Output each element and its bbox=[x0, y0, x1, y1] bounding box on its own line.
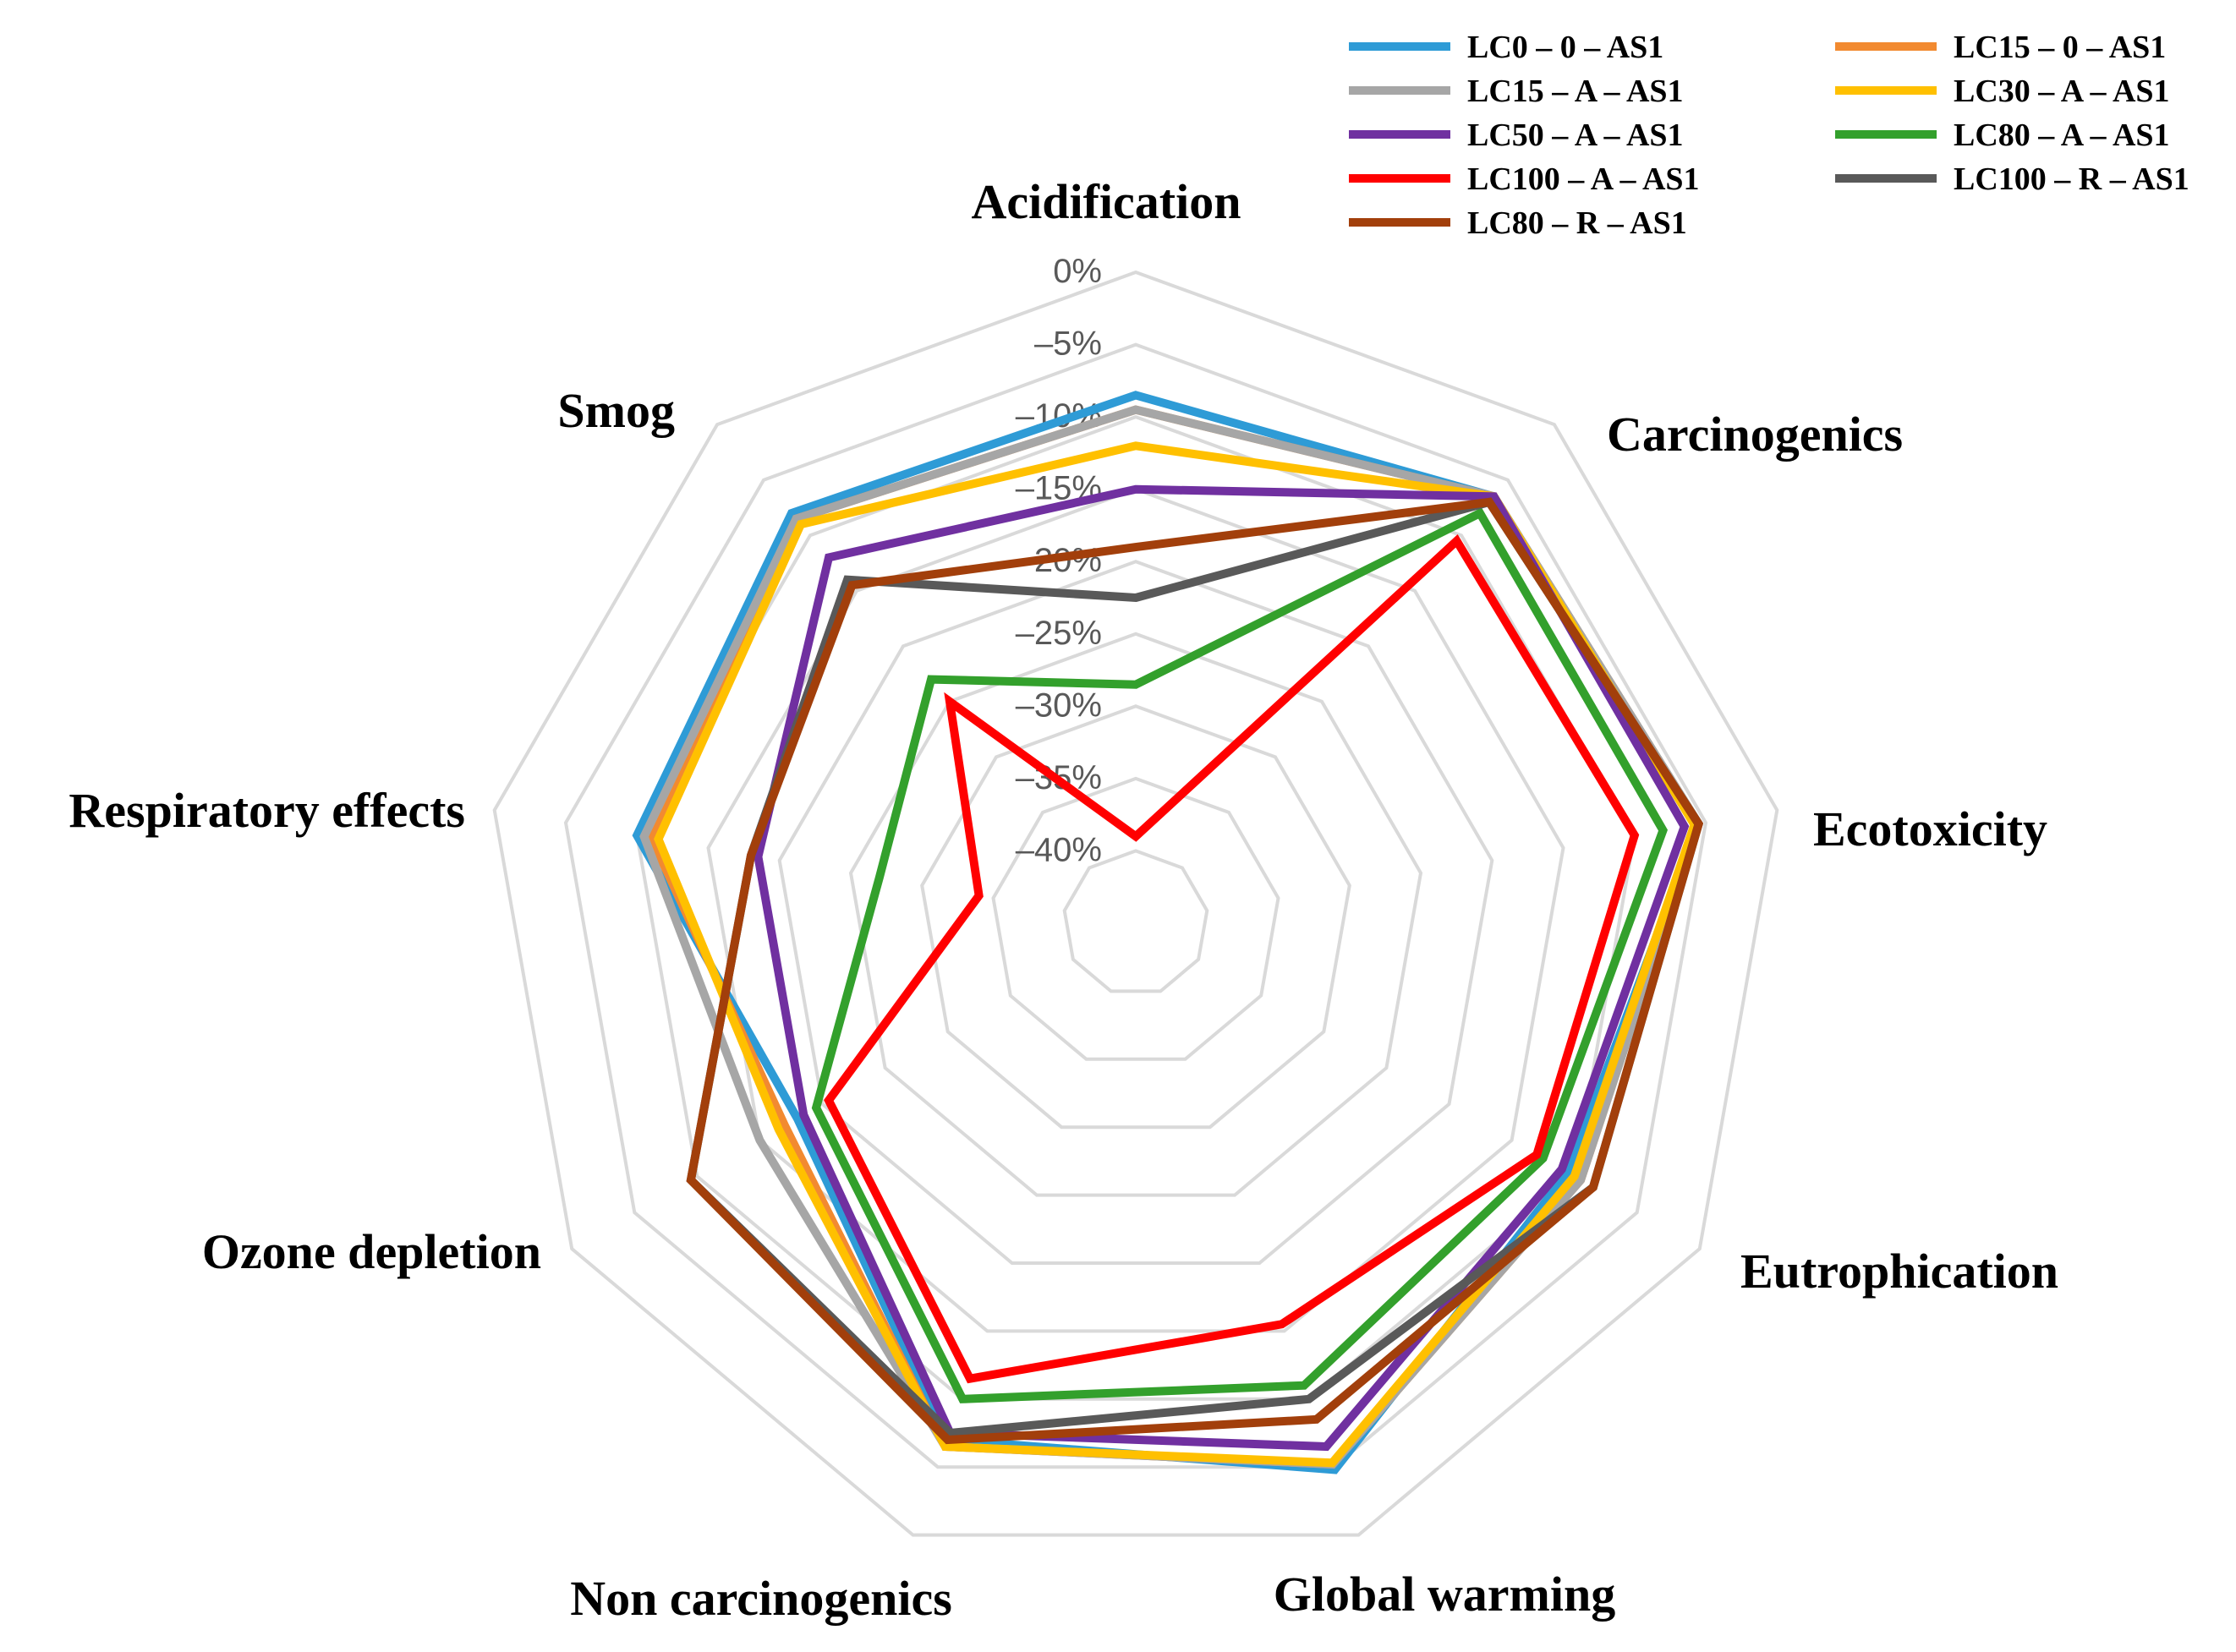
grid-ring-3 bbox=[706, 487, 1565, 1333]
axis-label-respiratory-effects: Respiratory effects bbox=[69, 783, 465, 838]
legend-label: LC50 – A – AS1 bbox=[1467, 118, 1684, 153]
tick-label: –30% bbox=[1016, 687, 1102, 724]
legend-label: LC15 – A – AS1 bbox=[1467, 74, 1684, 109]
series-line-5 bbox=[811, 507, 1668, 1403]
axis-label-non-carcinogenics: Non carcinogenics bbox=[570, 1571, 952, 1626]
axis-label-smog: Smog bbox=[557, 383, 675, 438]
axis-label-acidification: Acidification bbox=[972, 174, 1241, 229]
tick-label: –40% bbox=[1016, 831, 1102, 868]
grid-ring-7 bbox=[991, 776, 1280, 1061]
series-line-8 bbox=[686, 497, 1704, 1445]
grid-ring-1 bbox=[563, 342, 1708, 1469]
series-line-6 bbox=[824, 533, 1640, 1384]
legend: LC0 – 0 – AS1 LC15 – 0 – AS1 LC15 – A – AS… bbox=[1349, 30, 2189, 241]
series-line-7 bbox=[686, 497, 1704, 1438]
grid-ring-5 bbox=[848, 632, 1423, 1197]
legend-label: LC15 – 0 – AS1 bbox=[1954, 30, 2166, 65]
grid-ring-4 bbox=[777, 560, 1494, 1265]
grid-ring-6 bbox=[920, 704, 1351, 1130]
legend-label: LC100 – R – AS1 bbox=[1954, 161, 2189, 197]
axis-label-global-warming: Global warming bbox=[1274, 1567, 1615, 1622]
axis-label-ecotoxicity: Ecotoxicity bbox=[1813, 801, 2047, 856]
grid-ring-8 bbox=[1062, 849, 1209, 993]
axis-label-ozone-depletion: Ozone depletion bbox=[202, 1224, 541, 1279]
data-series bbox=[632, 391, 1704, 1474]
tick-label: 0% bbox=[1053, 253, 1102, 290]
tick-label: –25% bbox=[1016, 615, 1102, 652]
axis-label-eutrophication: Eutrophication bbox=[1740, 1244, 2058, 1299]
legend-label: LC100 – A – AS1 bbox=[1467, 161, 1700, 197]
tick-label: –5% bbox=[1034, 325, 1102, 363]
axis-label-carcinogenics: Carcinogenics bbox=[1607, 407, 1903, 462]
legend-label: LC80 – A – AS1 bbox=[1954, 118, 2170, 153]
legend-label: LC0 – 0 – AS1 bbox=[1467, 30, 1663, 65]
legend-label: LC30 – A – AS1 bbox=[1954, 74, 2170, 109]
grid-ring-0 bbox=[492, 270, 1779, 1537]
axis-labels: Acidification Carcinogenics Ecotoxicity Eut… bbox=[69, 174, 2058, 1626]
legend-label: LC80 – R – AS1 bbox=[1467, 205, 1687, 241]
